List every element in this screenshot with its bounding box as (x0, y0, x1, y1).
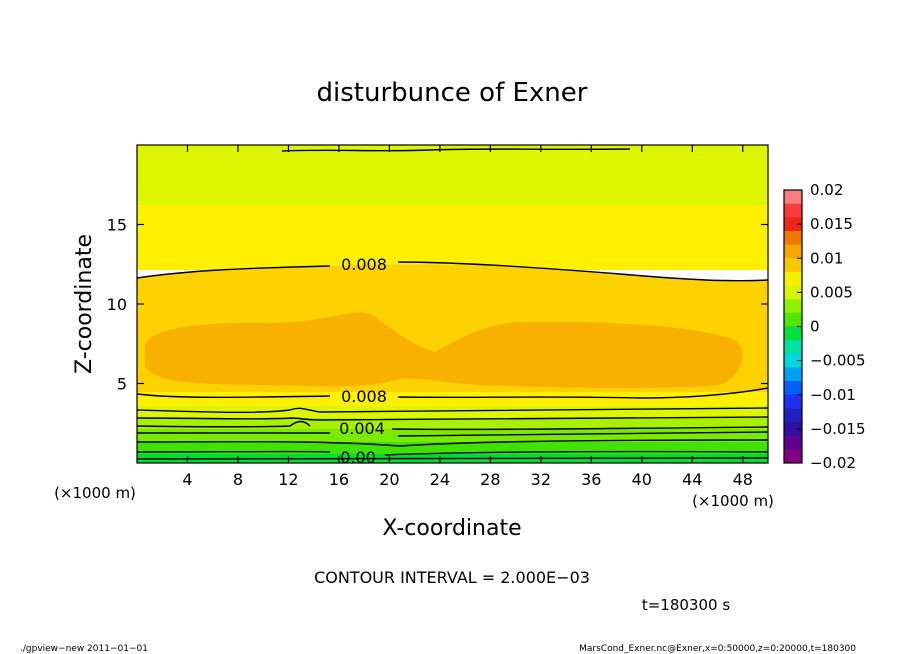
colorbar: 0.02 0.015 0.01 0.005 0 −0.005 −0.01 −0.015 −0.0… (783, 181, 866, 472)
colorbar-tick-label: 0.01 (810, 249, 843, 267)
colorbar-swatch (784, 435, 802, 450)
colorbar-swatch (784, 312, 802, 327)
band-low1 (137, 392, 768, 406)
contour-interval: CONTOUR INTERVAL = 2.000E−03 (314, 568, 590, 587)
contour-line (281, 148, 631, 152)
y-tick-label: 15 (107, 216, 127, 235)
x-tick-label: 48 (733, 470, 753, 489)
band-low3 (137, 418, 768, 429)
x-axis-label: X-coordinate (382, 516, 521, 541)
contour-label: 0.00 (340, 448, 376, 467)
contour-line (136, 416, 769, 421)
colorbar-tick-label: 0.005 (810, 283, 853, 301)
chart-title: disturbunce of Exner (317, 78, 588, 108)
x-tick-label: 24 (430, 470, 450, 489)
contour-line (136, 261, 769, 282)
colorbar-swatch (784, 258, 802, 273)
x-tick-label: 4 (182, 470, 192, 489)
colorbar-tick-label: −0.02 (810, 454, 856, 472)
contour-label: 0.008 (341, 387, 387, 406)
colorbar-swatch (784, 230, 802, 245)
x-tick-label: 28 (480, 470, 500, 489)
colorbar-tick-label: 0 (810, 318, 820, 336)
time-label: t=180300 s (642, 596, 730, 614)
band-top (137, 145, 768, 211)
colorbar-tick-label: 0.02 (810, 181, 843, 199)
footer-right: MarsCond_Exner.nc@Exner,x=0:50000,z=0:20… (579, 644, 856, 654)
x-tick-label: 8 (233, 470, 243, 489)
x-tick-label: 40 (632, 470, 652, 489)
colorbar-swatch (784, 340, 802, 355)
x-tick-label: 36 (581, 470, 601, 489)
x-tick-label: 12 (278, 470, 298, 489)
colorbar-swatch (784, 449, 802, 464)
y-tick-label: 10 (107, 295, 127, 314)
band-high-left (145, 312, 743, 389)
y-axis: 5 10 15 (107, 216, 768, 394)
x-tick-label: 44 (682, 470, 702, 489)
footer-left: ./gpview−new 2011−01−01 (20, 644, 148, 654)
colorbar-swatch (784, 367, 802, 382)
colorbar-swatch (784, 422, 802, 437)
plot-area: 0.008 0.008 0.004 0.00 (136, 144, 769, 467)
colorbar-swatch (784, 326, 802, 341)
colorbar-swatch (784, 244, 802, 259)
colorbar-tick-label: −0.01 (810, 386, 856, 404)
colorbar-swatch (784, 299, 802, 314)
colorbar-tick-label: −0.005 (810, 352, 866, 370)
y-axis-label: Z-coordinate (72, 234, 97, 374)
contour-label: 0.008 (341, 255, 387, 274)
colorbar-swatch (784, 203, 802, 218)
x-unit-right: (×1000 m) (692, 492, 774, 510)
colorbar-tick-label: −0.015 (810, 420, 866, 438)
colorbar-swatch (784, 285, 802, 300)
colorbar-swatch (784, 353, 802, 368)
contour-line (136, 450, 769, 456)
x-tick-label: 20 (379, 470, 399, 489)
colorbar-swatch (784, 271, 802, 286)
colorbar-swatch (784, 408, 802, 423)
colorbar-swatch (784, 190, 802, 205)
contour-line (136, 439, 769, 447)
contour-lines (136, 148, 769, 460)
colorbar-tick-label: 0.015 (810, 215, 853, 233)
contour-line (136, 431, 769, 437)
contour-line (136, 387, 769, 399)
y-tick-label: 5 (117, 375, 127, 394)
colorbar-swatch (784, 394, 802, 409)
x-tick-label: 16 (329, 470, 349, 489)
contour-line (136, 407, 769, 413)
x-tick-label: 32 (531, 470, 551, 489)
x-unit-left: (×1000 m) (54, 484, 136, 502)
x-axis: 4 8 12 16 20 24 28 32 36 40 44 48 (182, 145, 753, 489)
colorbar-swatch (784, 381, 802, 396)
colorbar-swatch (784, 217, 802, 232)
band-upper (137, 205, 768, 270)
contour-line (136, 457, 769, 460)
contour-label: 0.004 (339, 419, 385, 438)
contour-line (136, 420, 769, 431)
